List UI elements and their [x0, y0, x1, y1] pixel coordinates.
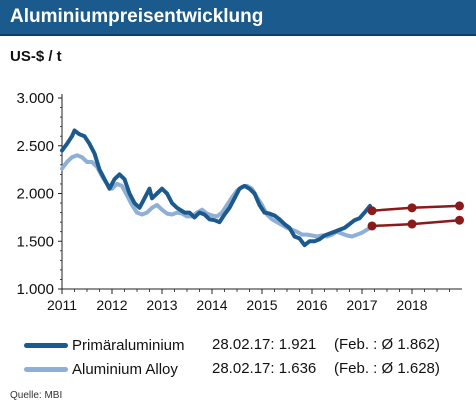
chart-title: Aluminiumpreisentwicklung [10, 6, 264, 27]
forecast-point [407, 219, 417, 229]
y-tick-label: 1.500 [16, 233, 54, 250]
series-line-primary [60, 128, 372, 248]
x-tick-label: 2017 [346, 297, 377, 313]
y-tick-label: 3.000 [16, 90, 54, 107]
header-rule [0, 34, 476, 36]
x-tick-label: 2013 [146, 297, 177, 313]
x-tick-label: 2014 [196, 297, 227, 313]
x-tick-label: 2011 [47, 297, 77, 313]
source-note: Quelle: MBI [10, 390, 63, 401]
y-tick-label: 1.000 [16, 281, 54, 298]
forecast-point [455, 201, 464, 211]
chart-header: Aluminiumpreisentwicklung [0, 0, 476, 36]
x-tick-label: 2015 [246, 297, 277, 313]
y-axis-unit-label: US-$ / t [10, 48, 62, 65]
forecast-point [407, 203, 417, 213]
x-tick-label: 2012 [96, 297, 127, 313]
x-tick-label: 2018 [396, 297, 427, 313]
forecast-point [367, 206, 377, 216]
x-tick-label: 2016 [296, 297, 327, 313]
y-tick-label: 2.000 [16, 186, 54, 203]
forecast-point [455, 215, 464, 225]
y-tick-label: 2.500 [16, 138, 54, 155]
forecast-point [367, 221, 377, 231]
series-line-alloy [60, 153, 372, 239]
